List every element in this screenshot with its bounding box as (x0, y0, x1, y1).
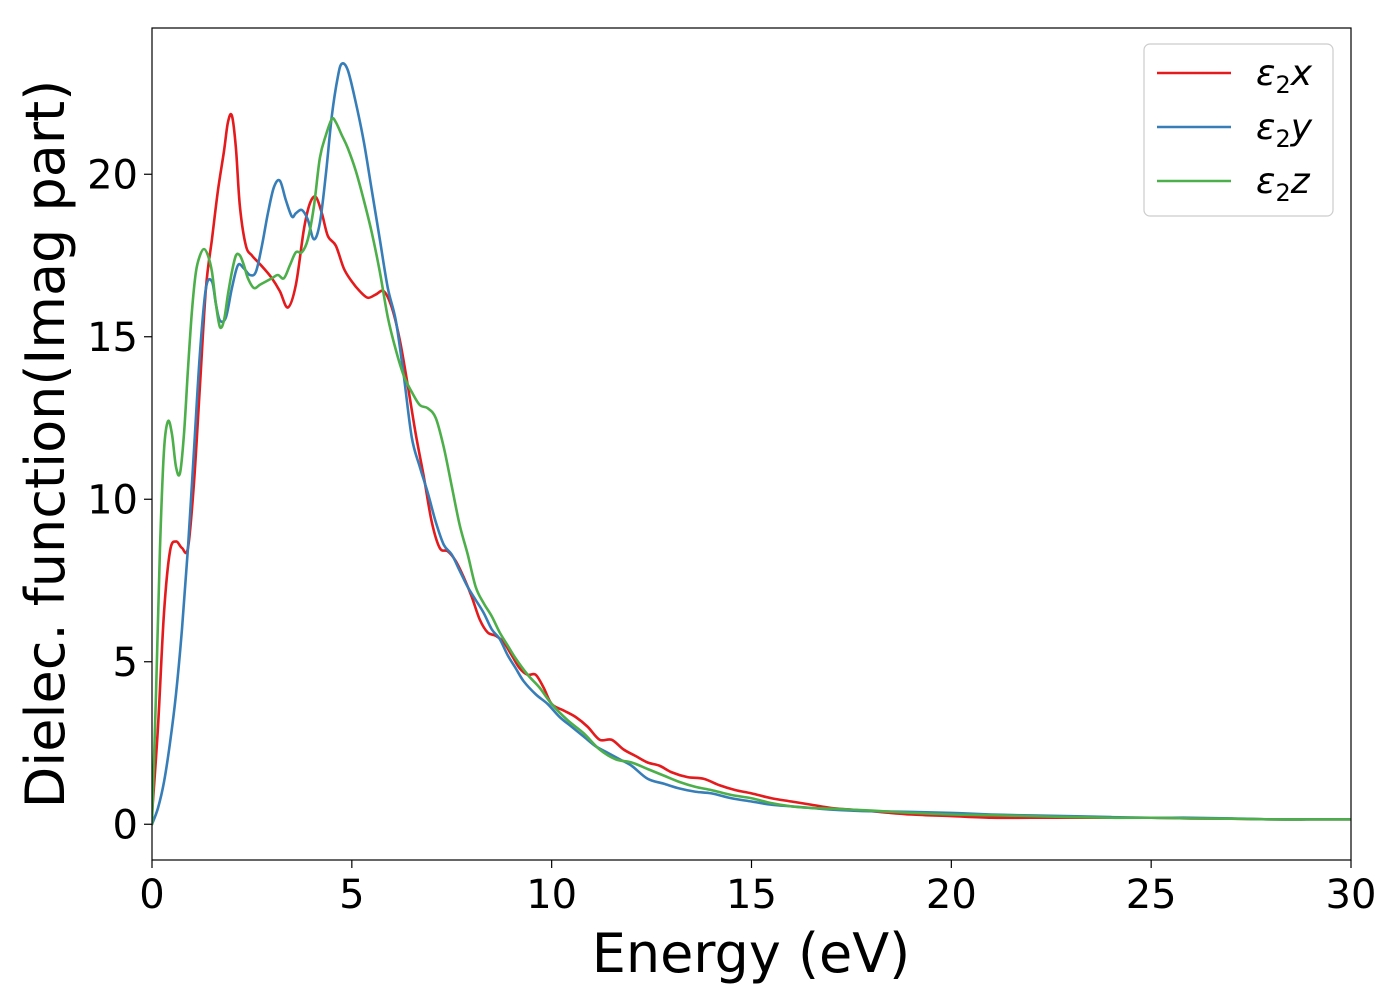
x-tick-label: 25 (1126, 872, 1177, 918)
legend-box (1143, 43, 1334, 217)
x-tick-label: 15 (726, 872, 777, 918)
y-tick-label: 20 (87, 152, 138, 198)
x-tick-label: 20 (926, 872, 977, 918)
x-tick-label: 30 (1326, 872, 1377, 918)
legend-label-base: ε (1256, 107, 1275, 148)
legend-label-subscript: 2 (1275, 179, 1290, 207)
legend-label-subscript: 2 (1275, 71, 1290, 99)
y-tick-label: 5 (113, 640, 138, 686)
legend-label-x: ε2x (1256, 53, 1313, 99)
legend-label-base: ε (1256, 53, 1275, 94)
legend-label-base: ε (1256, 161, 1275, 202)
x-axis-label: Energy (eV) (592, 922, 911, 985)
x-axis-ticks: 0 5 10 15 20 25 30 (139, 860, 1376, 918)
x-tick-label: 0 (139, 872, 164, 918)
x-tick-label: 5 (339, 872, 364, 918)
y-axis-ticks: 0 5 10 15 20 (87, 152, 152, 848)
legend-label-subscript: 2 (1275, 125, 1290, 153)
y-tick-label: 10 (87, 477, 138, 523)
y-tick-label: 15 (87, 315, 138, 361)
legend-label-component: x (1290, 53, 1313, 94)
series-line-z (152, 116, 1351, 826)
y-axis-label: Dielec. function(Imag part) (14, 80, 77, 809)
legend-label-z: ε2z (1256, 161, 1311, 207)
legend-label-component: z (1290, 161, 1311, 202)
series-layer (152, 62, 1351, 826)
x-tick-label: 10 (526, 872, 577, 918)
legend-label-y: ε2y (1256, 107, 1313, 153)
y-tick-label: 0 (113, 802, 138, 848)
legend-label-component: y (1290, 107, 1313, 148)
